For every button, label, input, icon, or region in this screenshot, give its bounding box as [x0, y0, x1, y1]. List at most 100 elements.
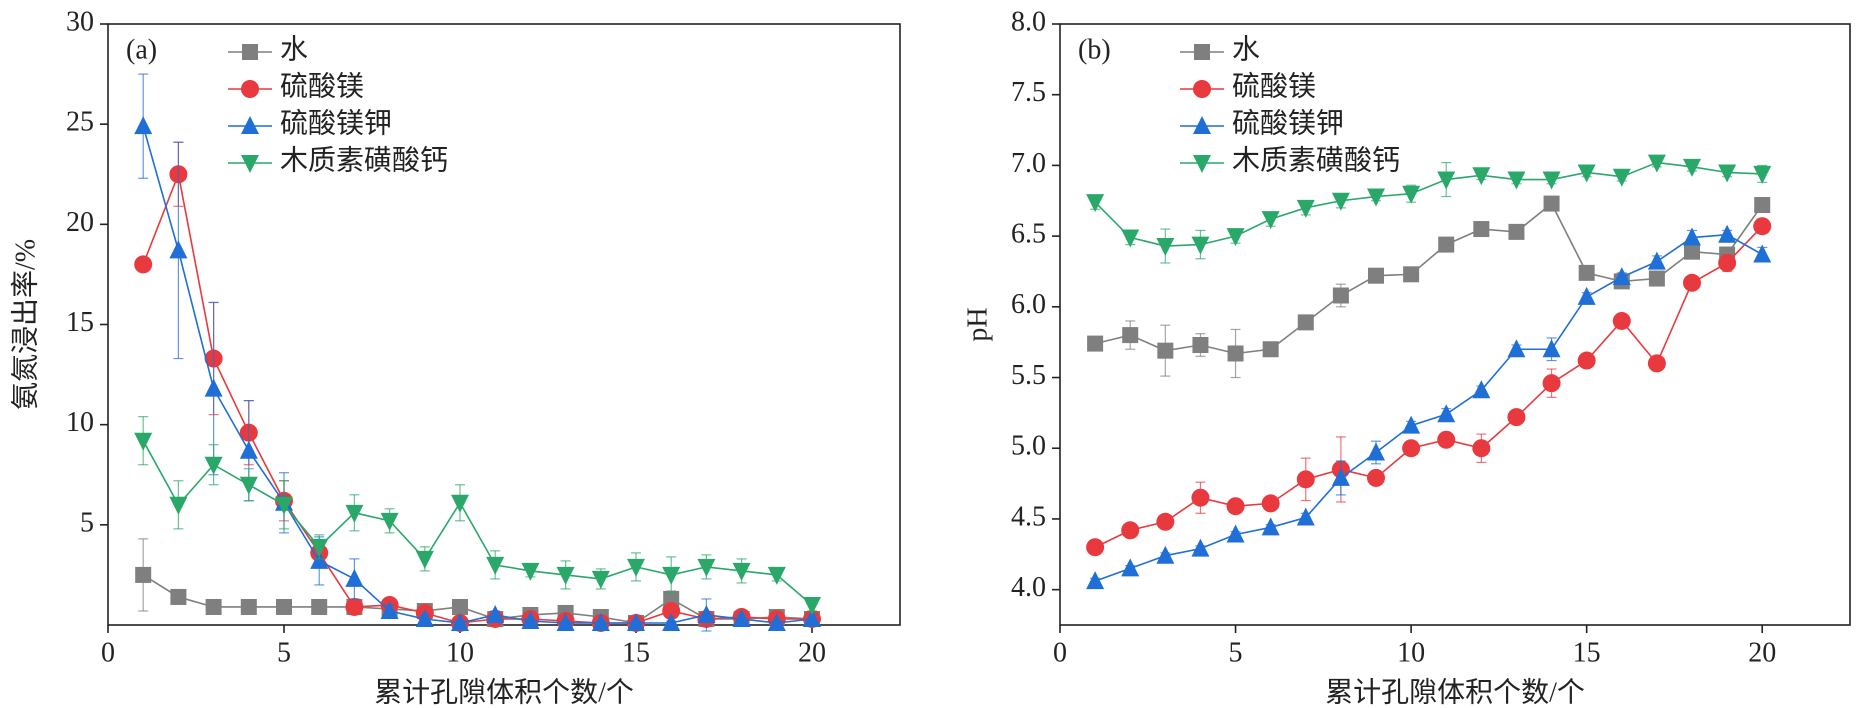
- y-tick-label: 7.5: [1011, 77, 1046, 108]
- marker: [134, 255, 153, 274]
- marker: [1754, 197, 1771, 214]
- marker: [1402, 415, 1421, 434]
- marker: [169, 240, 188, 259]
- marker: [767, 566, 786, 585]
- marker: [1472, 380, 1491, 399]
- marker: [1753, 217, 1772, 236]
- marker: [591, 612, 610, 631]
- marker: [241, 80, 259, 98]
- marker: [241, 116, 259, 134]
- marker: [241, 155, 259, 173]
- marker: [1227, 345, 1244, 362]
- marker: [1718, 164, 1737, 183]
- marker: [1193, 155, 1211, 173]
- marker: [1473, 221, 1490, 238]
- marker: [486, 604, 505, 623]
- marker: [1226, 497, 1245, 516]
- marker: [1647, 354, 1666, 373]
- marker: [486, 556, 505, 575]
- marker: [135, 566, 152, 583]
- legend-label: 木质素磺酸钙: [280, 144, 448, 176]
- panel-label: (a): [126, 34, 157, 65]
- marker: [1508, 223, 1525, 240]
- panel-label: (b): [1078, 34, 1111, 65]
- y-axis-label: 氨氮浸出率/%: [9, 239, 41, 410]
- marker: [627, 612, 645, 631]
- marker: [556, 566, 575, 585]
- series-line: [142, 125, 813, 624]
- x-axis-label: 累计孔隙体积个数/个: [1325, 676, 1585, 708]
- marker: [697, 558, 716, 577]
- marker: [627, 558, 645, 577]
- marker: [1542, 339, 1561, 358]
- x-tick-label: 10: [446, 637, 474, 668]
- marker: [415, 550, 434, 569]
- marker: [451, 494, 469, 513]
- marker: [1332, 287, 1349, 304]
- marker: [415, 608, 434, 627]
- marker: [1612, 267, 1631, 286]
- marker: [1156, 545, 1175, 564]
- marker: [1402, 185, 1421, 204]
- y-tick-label: 20: [66, 207, 94, 238]
- marker: [1086, 571, 1105, 590]
- marker: [803, 608, 821, 627]
- x-tick-label: 15: [622, 637, 650, 668]
- marker: [1437, 404, 1456, 423]
- marker: [1683, 273, 1701, 292]
- marker: [1507, 339, 1526, 358]
- marker: [556, 612, 575, 631]
- marker: [1578, 264, 1595, 281]
- marker: [1121, 558, 1140, 577]
- marker: [1367, 442, 1385, 461]
- marker: [1331, 467, 1350, 486]
- marker: [204, 456, 223, 475]
- legend-label: 木质素磺酸钙: [1232, 144, 1400, 176]
- marker: [1261, 517, 1280, 536]
- marker: [1507, 408, 1526, 427]
- marker: [345, 504, 364, 523]
- x-axis-label: 累计孔隙体积个数/个: [374, 676, 634, 708]
- marker: [1368, 267, 1384, 284]
- marker: [1718, 224, 1737, 243]
- x-tick-label: 5: [1229, 637, 1243, 668]
- marker: [1543, 195, 1560, 212]
- legend-label: 水: [280, 33, 308, 65]
- marker: [1403, 266, 1420, 283]
- marker: [1437, 171, 1456, 190]
- marker: [311, 598, 328, 615]
- marker: [1438, 236, 1455, 253]
- marker: [1367, 188, 1385, 207]
- y-tick-label: 8.0: [1011, 6, 1046, 37]
- marker: [1507, 171, 1526, 190]
- marker: [169, 496, 188, 515]
- marker: [275, 496, 293, 515]
- marker: [803, 596, 821, 615]
- marker: [205, 598, 222, 615]
- marker: [1192, 337, 1209, 354]
- marker: [380, 512, 399, 531]
- marker: [1261, 211, 1280, 230]
- plot-frame: [107, 23, 901, 626]
- marker: [345, 568, 364, 587]
- y-tick-label: 7.0: [1011, 148, 1046, 179]
- marker: [1683, 227, 1701, 246]
- marker: [1577, 286, 1596, 305]
- marker: [240, 598, 257, 615]
- marker: [1193, 116, 1211, 134]
- marker: [1121, 229, 1140, 248]
- marker: [310, 538, 329, 557]
- marker: [1647, 251, 1666, 270]
- marker: [1753, 165, 1772, 184]
- marker: [1262, 341, 1279, 358]
- y-tick-label: 5.5: [1011, 360, 1046, 391]
- x-tick-label: 0: [1053, 637, 1067, 668]
- marker: [170, 588, 187, 605]
- marker: [662, 601, 681, 620]
- marker: [1542, 374, 1561, 393]
- marker: [1612, 311, 1631, 330]
- marker: [1156, 512, 1175, 531]
- marker: [521, 562, 540, 581]
- marker: [1191, 236, 1210, 255]
